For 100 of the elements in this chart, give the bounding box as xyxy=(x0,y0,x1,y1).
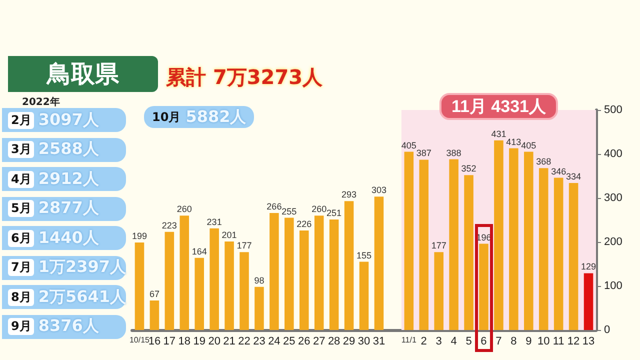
bar xyxy=(419,160,429,330)
bar xyxy=(359,262,369,330)
bar xyxy=(210,228,219,330)
bar xyxy=(270,212,279,330)
x-tick-label: 2 xyxy=(420,336,427,348)
data-label: 129 xyxy=(581,262,596,272)
chart-title: 鳥取県 xyxy=(8,56,158,92)
x-tick-label: 10 xyxy=(537,336,550,348)
data-label: 266 xyxy=(266,201,282,212)
x-tick-label: 18 xyxy=(178,336,191,348)
bar xyxy=(299,230,309,330)
text: 3月 2588人 xyxy=(2,138,126,162)
data-label: 368 xyxy=(536,156,552,167)
data-label: 231 xyxy=(206,216,222,227)
y-tick-label: 0 xyxy=(604,324,610,336)
text: 9月 8376人 xyxy=(2,314,126,338)
x-tick-label: 5 xyxy=(466,336,472,348)
bar xyxy=(164,232,174,330)
text: 5月 2877人 xyxy=(2,196,126,220)
data-label: 199 xyxy=(132,230,147,241)
bar xyxy=(449,159,458,330)
data-label: 260 xyxy=(176,204,192,214)
x-tick-label: 17 xyxy=(163,336,176,348)
y-tick-label: 300 xyxy=(604,192,622,204)
x-tick-label: 27 xyxy=(312,336,326,348)
chart-subtitle: 累計 7万3273人 xyxy=(166,64,323,91)
x-tick-label: 7 xyxy=(496,336,502,348)
bar xyxy=(344,201,354,330)
y-tick-label: 400 xyxy=(604,148,622,160)
x-tick-label: 25 xyxy=(283,336,296,348)
x-tick-label: 22 xyxy=(238,336,250,348)
bar xyxy=(134,242,144,330)
data-label: 155 xyxy=(356,250,372,260)
bar xyxy=(554,178,564,330)
band-label: 11月 4331人 xyxy=(451,97,547,116)
x-tick-label: 23 xyxy=(253,336,266,348)
bar xyxy=(524,152,534,330)
bar xyxy=(194,258,204,330)
bar xyxy=(224,242,234,330)
text: 2022年 xyxy=(22,96,60,109)
data-label: 387 xyxy=(416,148,432,158)
text: 6月 1440人 xyxy=(2,226,126,250)
text: 8月 2万5641人 xyxy=(2,285,126,309)
data-label: 334 xyxy=(566,172,582,182)
data-label: 352 xyxy=(461,164,476,174)
bar xyxy=(464,175,474,330)
x-tick-label: 16 xyxy=(148,336,161,348)
x-tick-label: 6 xyxy=(480,336,487,348)
x-tick-label: 3 xyxy=(436,336,442,348)
data-label: 413 xyxy=(506,136,522,147)
x-tick-label: 30 xyxy=(358,336,370,348)
data-label: 201 xyxy=(222,230,237,240)
x-tick-label: 9 xyxy=(526,336,532,348)
bar xyxy=(180,216,190,330)
x-tick-label: 26 xyxy=(298,336,310,348)
bar xyxy=(494,140,504,330)
text: 4月 2912人 xyxy=(2,167,126,191)
data-label: 388 xyxy=(446,148,462,158)
x-tick-label: 11/1 xyxy=(401,336,417,344)
data-label: 164 xyxy=(192,246,207,256)
data-label: 226 xyxy=(296,219,312,230)
bar xyxy=(434,252,444,330)
data-label: 98 xyxy=(254,275,264,286)
bar xyxy=(568,183,578,330)
bar xyxy=(479,244,488,330)
y-tick-label: 200 xyxy=(604,236,622,248)
x-tick-label: 21 xyxy=(223,336,236,348)
data-label: 251 xyxy=(326,208,342,218)
bar xyxy=(254,286,264,330)
bar xyxy=(374,196,384,330)
bar xyxy=(150,300,160,330)
text: 7月 1万2397人 xyxy=(2,256,126,280)
x-tick-label: 20 xyxy=(208,336,220,348)
data-label: 177 xyxy=(236,240,252,251)
data-label: 293 xyxy=(342,190,357,200)
x-tick-label: 24 xyxy=(268,336,280,348)
data-label: 431 xyxy=(491,128,506,139)
text: 2月 3097人 xyxy=(2,108,126,132)
bar xyxy=(329,220,339,330)
bar xyxy=(538,168,548,330)
data-label: 346 xyxy=(551,166,566,176)
bar xyxy=(404,152,414,330)
data-label: 223 xyxy=(162,220,177,230)
x-tick-label: 4 xyxy=(450,336,457,348)
x-tick-label: 13 xyxy=(582,336,595,348)
bar xyxy=(240,252,249,330)
y-tick-label: 500 xyxy=(604,104,622,116)
bar xyxy=(584,273,594,330)
y-tick-label: 100 xyxy=(604,280,622,292)
data-label: 255 xyxy=(282,206,297,216)
data-label: 303 xyxy=(371,185,386,196)
x-tick-label: 11 xyxy=(552,336,564,348)
data-label: 260 xyxy=(312,204,327,214)
bar xyxy=(284,218,294,330)
data-label: 67 xyxy=(149,289,160,300)
data-label: 405 xyxy=(521,140,536,150)
x-tick-label: 31 xyxy=(372,336,386,348)
x-tick-label: 29 xyxy=(342,336,356,348)
x-tick-label: 19 xyxy=(193,336,206,348)
data-label: 177 xyxy=(431,240,446,251)
